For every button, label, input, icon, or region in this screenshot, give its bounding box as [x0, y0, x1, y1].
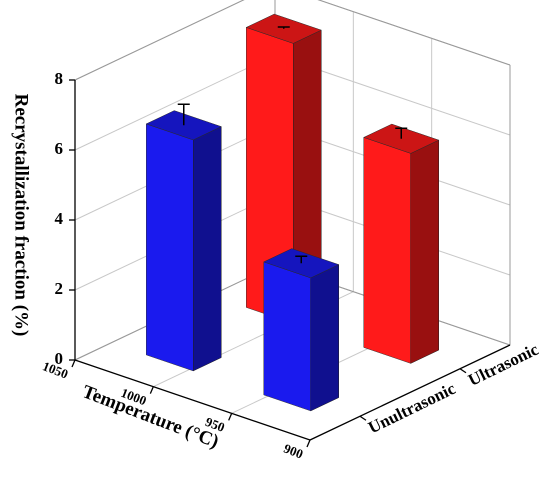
y-tick-label: 0: [55, 349, 64, 368]
group-label: Unultrasonic: [365, 379, 459, 438]
x-tick-label: 900: [282, 441, 306, 462]
bar-front: [146, 123, 194, 372]
y-tick-label: 2: [55, 279, 64, 298]
tick-mark: [149, 386, 154, 394]
grid-line: [74, 54, 276, 151]
bar-side: [310, 264, 339, 412]
tick-mark: [306, 439, 311, 448]
tick-mark: [459, 368, 467, 374]
tick-mark: [359, 415, 367, 421]
y-tick-label: 8: [55, 69, 64, 88]
tick-mark: [228, 413, 233, 421]
y-tick-label: 6: [55, 139, 64, 158]
x-tick-label: 950: [203, 414, 227, 435]
bar-side: [193, 126, 222, 372]
bar-front: [263, 261, 311, 412]
x-axis: [74, 359, 311, 441]
wall-edge: [317, 0, 511, 66]
y-axis-title: Recrystallization fraction (%): [11, 94, 32, 337]
tick-mark: [71, 359, 76, 368]
group-label: Ultrasonic: [465, 339, 542, 389]
bar-side: [410, 139, 439, 364]
wall-edge: [74, 0, 245, 81]
grid-line: [74, 0, 245, 81]
x-tick-label: 1050: [41, 358, 71, 381]
group-axis: [309, 344, 511, 441]
y-tick-label: 4: [55, 209, 64, 228]
bar-front: [363, 137, 411, 364]
